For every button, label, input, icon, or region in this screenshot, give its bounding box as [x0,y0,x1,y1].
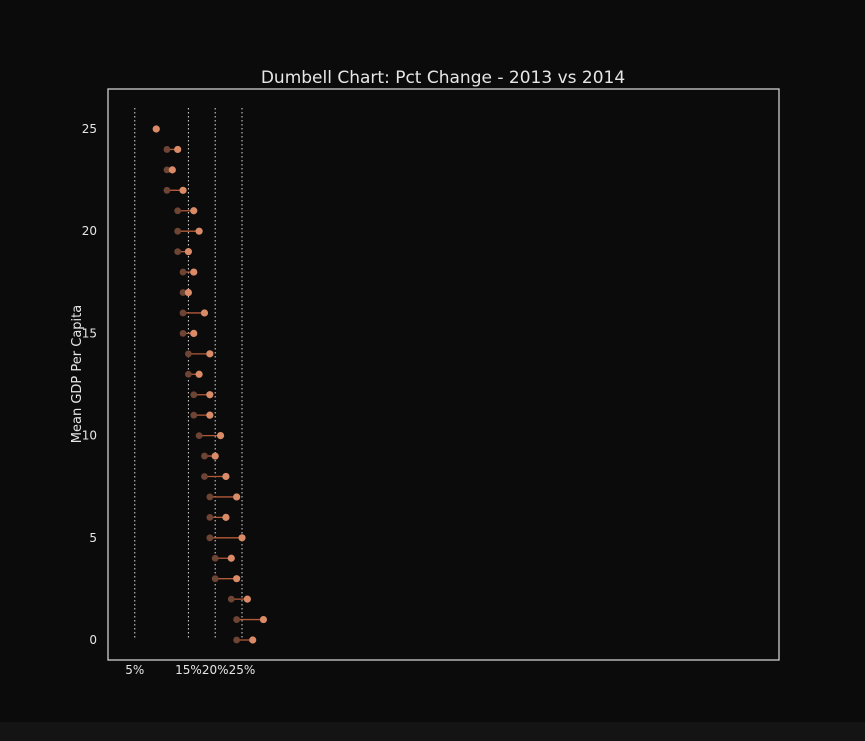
point-2014 [243,595,251,603]
point-2013 [163,186,171,194]
point-2013 [206,513,214,521]
point-2013 [174,248,182,256]
x-tick-label: 20% [202,663,229,677]
point-2014 [259,615,268,624]
dumbbell-lines [166,148,264,641]
point-2014 [206,411,214,419]
point-2014 [211,452,219,460]
point-2014 [200,309,209,317]
point-2014 [152,125,160,133]
point-2014 [184,248,192,256]
point-2014 [206,350,214,358]
gridlines [134,108,243,640]
point-2014 [184,288,192,297]
point-2014 [249,636,257,644]
point-2014 [206,391,214,399]
point-2014 [227,554,235,562]
point-2013 [206,493,214,501]
point-2014 [233,493,241,501]
point-2013 [195,432,203,439]
y-tick-label: 25 [82,122,97,136]
point-2014 [238,534,246,542]
point-2014 [174,145,182,154]
point-2014 [190,329,198,337]
x-axis-ticks: 5% 15% 20% 25% [125,663,255,677]
point-2013 [211,575,219,583]
point-2014 [168,166,176,174]
point-2014 [190,207,198,215]
chart-title: Dumbell Chart: Pct Change - 2013 vs 2014 [261,68,625,88]
point-2013 [163,166,171,174]
y-tick-label: 20 [82,224,97,238]
y-tick-label: 5 [89,531,97,545]
x-tick-label: 5% [125,663,144,677]
y-axis-ticks: 0 5 10 15 20 25 [82,122,97,647]
point-2013 [206,534,214,542]
point-2013 [190,391,198,399]
axes-frame [107,88,780,661]
point-2014 [222,513,230,521]
point-2014 [179,186,187,194]
point-2013 [185,370,192,378]
point-2014 [222,472,230,481]
point-2013 [179,309,187,317]
point-2013 [211,554,219,562]
point-2013 [233,616,241,623]
point-2013 [179,289,187,296]
point-2014 [195,370,203,378]
point-2013 [185,350,192,358]
point-2013 [179,330,187,337]
point-2013 [190,411,198,419]
point-2013 [201,473,208,480]
x-tick-label: 25% [229,663,256,677]
point-2014 [216,432,225,440]
point-2014 [233,575,241,583]
dumbbell-points [152,125,268,644]
point-2013 [233,636,241,644]
x-tick-label: 15% [175,663,202,677]
y-tick-label: 15 [82,326,97,340]
y-axis-label: Mean GDP Per Capita [70,305,85,443]
y-tick-label: 0 [89,633,97,647]
point-2013 [201,452,208,460]
point-2013 [174,227,182,235]
bottom-strip [0,722,865,741]
point-2014 [195,227,203,235]
point-2014 [190,268,198,276]
point-2013 [179,268,187,276]
y-tick-label: 10 [82,429,97,443]
point-2013 [174,207,182,215]
point-2013 [163,146,171,153]
point-2013 [227,595,235,603]
